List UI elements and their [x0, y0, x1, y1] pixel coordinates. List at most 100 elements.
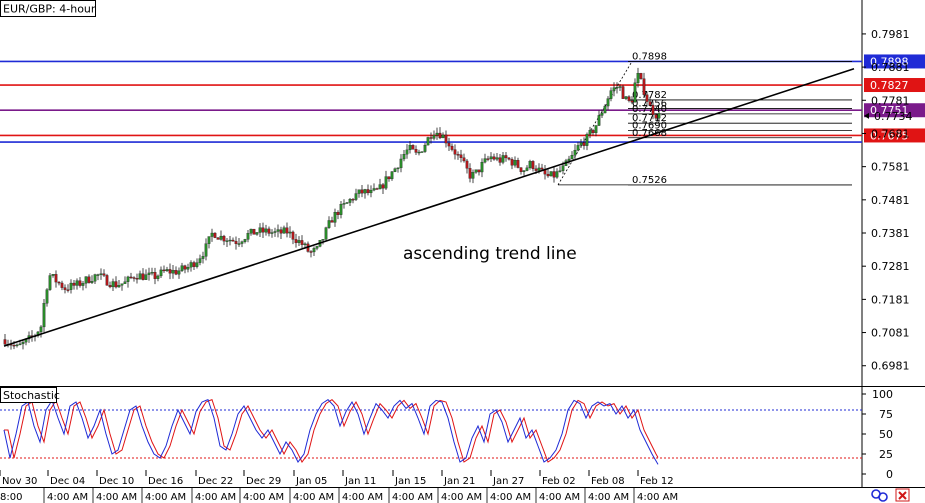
candle-bull: [156, 275, 160, 279]
candle-bull: [273, 231, 277, 233]
candle-bull: [204, 243, 208, 257]
fib-level-label: 0.7740: [632, 104, 667, 115]
candle-bull: [513, 160, 517, 166]
candle-bear: [507, 157, 511, 160]
candle-bull: [99, 273, 103, 275]
time-label: 4:00 AM: [243, 492, 284, 503]
candle-bear: [651, 104, 655, 115]
candle-bear: [12, 344, 16, 347]
candle-bull: [96, 274, 100, 276]
candle-bear: [102, 273, 106, 276]
candle-bull: [120, 283, 124, 286]
candle-bull: [255, 232, 259, 235]
candle-bull: [348, 199, 352, 203]
candle-bear: [414, 149, 418, 153]
candle-bull: [495, 157, 499, 160]
link-icon[interactable]: [871, 489, 888, 502]
fib-level-label: 0.7690: [632, 120, 667, 131]
time-label-first: 8:00: [0, 492, 22, 503]
candle-bull: [117, 285, 121, 288]
candle-bull: [357, 189, 361, 194]
date-label: Jan 15: [394, 476, 426, 487]
candle-bear: [546, 173, 550, 177]
candle-bull: [420, 151, 424, 153]
candle-bear: [462, 157, 466, 162]
time-label: 4:00 AM: [293, 492, 334, 503]
candle-bear: [87, 276, 91, 283]
candle-bear: [168, 269, 172, 274]
time-label: 4:00 AM: [47, 492, 88, 503]
candle-bear: [183, 265, 187, 270]
candle-bull: [408, 145, 412, 151]
candle-bear: [153, 272, 157, 279]
candle-bear: [60, 282, 64, 288]
fib-level-label: 0.7898: [632, 51, 667, 62]
candle-bear: [540, 167, 544, 170]
candle-bull: [372, 188, 376, 191]
price-tick-label: 0.7081: [871, 327, 910, 340]
candle-bull: [567, 158, 571, 161]
candle-bull: [240, 241, 244, 244]
candle-bear: [54, 274, 58, 283]
candle-bull: [288, 231, 292, 234]
date-label: Feb 12: [640, 476, 674, 487]
candle-bull: [303, 243, 307, 246]
candle-bear: [492, 156, 496, 160]
candle-bull: [327, 220, 331, 228]
candle-bear: [360, 189, 364, 194]
candle-bull: [276, 229, 280, 232]
candle-bear: [453, 149, 457, 155]
price-tick-label: 0.7981: [871, 28, 910, 41]
candle-bear: [519, 167, 523, 172]
candle-bull: [219, 235, 223, 240]
date-label: Dec 22: [198, 476, 233, 487]
candle-bull: [633, 82, 637, 103]
date-label: Jan 21: [443, 476, 475, 487]
fib-diagonal: [557, 61, 633, 186]
time-axis: Nov 30 Dec 04 Dec 10 Dec 16 Dec 22 Dec 29 Jan …: [0, 470, 678, 503]
close-icon[interactable]: [895, 488, 910, 502]
candle-bull: [363, 189, 367, 194]
candle-bear: [252, 228, 256, 235]
candle-bull: [42, 303, 46, 328]
candle-bear: [279, 229, 283, 234]
candle-bull: [615, 87, 619, 89]
candle-bear: [486, 158, 490, 160]
candle-bear: [267, 228, 271, 234]
candle-bull: [528, 161, 532, 169]
indicator-title: Stochastic: [3, 389, 60, 402]
trend-annotation: ascending trend line: [403, 244, 577, 264]
candle-bull: [573, 149, 577, 156]
candle-bull: [270, 232, 274, 234]
level-price-tag: [864, 54, 925, 69]
price-tick-label: 0.7881: [871, 61, 910, 74]
candle-bull: [198, 258, 202, 263]
fib-level-label: 0.7668: [632, 128, 667, 139]
candle-bull: [201, 256, 205, 259]
time-label: 4:00 AM: [96, 492, 137, 503]
candle-bear: [465, 160, 469, 169]
candle-bull: [423, 144, 427, 152]
candle-bear: [429, 137, 433, 139]
candle-bull: [342, 203, 346, 205]
time-label: 4:00 AM: [637, 492, 678, 503]
candle-bull: [297, 240, 301, 243]
candle-bull: [90, 281, 94, 283]
candle-bear: [387, 176, 391, 180]
candle-bear: [627, 96, 631, 101]
candle-bull: [81, 283, 85, 286]
candle-bull: [609, 90, 613, 99]
stoch-tick-label: 0: [886, 468, 893, 481]
candle-bear: [438, 132, 442, 139]
candle-bear: [105, 275, 109, 286]
candle-bull: [126, 276, 130, 282]
candle-bear: [498, 157, 502, 163]
candle-bull: [624, 96, 628, 99]
candle-bear: [336, 212, 340, 215]
price-tick-label: 0.7181: [871, 293, 910, 306]
level-price-tag: [864, 78, 925, 93]
candle-bull: [522, 170, 526, 172]
price-tick-label: 0.6981: [871, 360, 910, 373]
candle-bull: [171, 270, 175, 274]
candle-bear: [174, 270, 178, 275]
